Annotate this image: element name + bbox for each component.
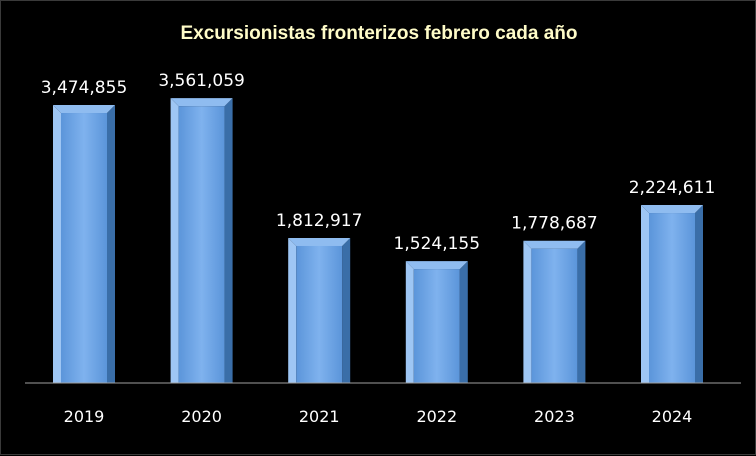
x-tick-label-2019: 2019	[64, 407, 105, 426]
x-tick-label-2021: 2021	[299, 407, 340, 426]
bar-front-face	[296, 245, 343, 383]
bar-left-face	[523, 240, 532, 383]
bar-top-face	[288, 237, 351, 246]
bar-top-face	[53, 105, 115, 114]
bar-2024	[641, 205, 703, 383]
data-label-2024: 2,224,611	[629, 178, 716, 198]
bar-2022	[405, 261, 468, 383]
bar-right-face	[695, 205, 703, 383]
x-tick-labels: 2019 2020 2021 2022 2023 2024	[64, 407, 693, 426]
chart-title: Excursionistas fronterizos febrero cada …	[180, 23, 577, 44]
bar-front-face	[413, 269, 460, 383]
bar-left-face	[288, 237, 297, 383]
bar-top-face	[523, 240, 586, 249]
bars-layer: 3,474,855 3,561,059 1,812,917 1,524,155 1,77…	[41, 71, 716, 383]
bar-2020	[170, 98, 233, 383]
bar-left-face	[170, 98, 179, 383]
bar-2021	[288, 237, 351, 383]
x-tick-label-2023: 2023	[534, 407, 575, 426]
data-label-2023: 1,778,687	[511, 214, 598, 234]
data-label-2020: 3,561,059	[158, 71, 245, 91]
bar-right-face	[459, 261, 468, 383]
x-tick-label-2024: 2024	[652, 407, 693, 426]
bar-2019	[53, 105, 115, 383]
bar-front-face	[649, 213, 695, 383]
bar-right-face	[224, 98, 233, 383]
bar-right-face	[577, 240, 586, 383]
bar-right-face	[342, 237, 351, 383]
bar-right-face	[107, 105, 115, 383]
x-tick-label-2020: 2020	[181, 407, 222, 426]
bar-top-face	[641, 205, 703, 214]
data-label-2021: 1,812,917	[276, 211, 363, 231]
bar-front-face	[61, 113, 107, 383]
bar-left-face	[53, 105, 61, 383]
bar-top-face	[170, 98, 233, 107]
bar-front-face	[531, 248, 578, 383]
data-label-2022: 1,524,155	[394, 234, 481, 254]
bar-left-face	[641, 205, 649, 383]
bar-top-face	[405, 261, 468, 270]
x-tick-label-2022: 2022	[416, 407, 457, 426]
data-label-2019: 3,474,855	[41, 78, 128, 98]
bar-left-face	[405, 261, 414, 383]
bar-front-face	[178, 106, 225, 383]
bar-2023	[523, 240, 586, 383]
